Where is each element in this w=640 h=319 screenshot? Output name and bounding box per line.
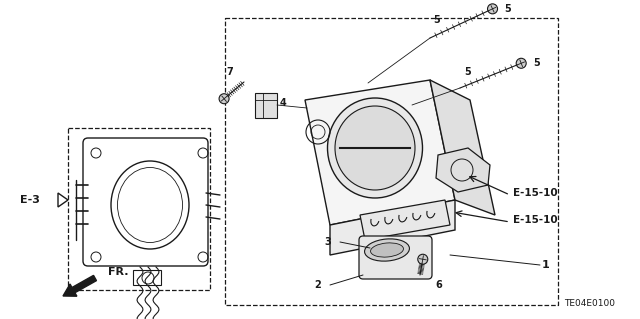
Ellipse shape (365, 239, 410, 261)
Text: 6: 6 (435, 280, 442, 290)
Circle shape (418, 254, 428, 264)
Ellipse shape (328, 98, 422, 198)
Text: E-15-10: E-15-10 (513, 188, 557, 198)
Text: 2: 2 (315, 280, 321, 290)
Circle shape (219, 94, 229, 104)
Polygon shape (430, 80, 495, 215)
Text: 3: 3 (324, 237, 332, 247)
Circle shape (516, 58, 526, 68)
Polygon shape (360, 200, 450, 240)
Text: FR.: FR. (108, 267, 129, 277)
Text: E-15-10: E-15-10 (513, 215, 557, 225)
Text: E-3: E-3 (20, 195, 40, 205)
Polygon shape (305, 80, 455, 225)
Bar (255, 93, 277, 118)
FancyBboxPatch shape (359, 236, 432, 279)
Text: 1: 1 (542, 260, 550, 270)
Text: 4: 4 (280, 98, 287, 108)
Ellipse shape (335, 106, 415, 190)
Polygon shape (330, 200, 455, 255)
Bar (133, 270, 161, 285)
Polygon shape (436, 148, 490, 192)
Text: 5: 5 (465, 67, 472, 77)
FancyArrow shape (63, 275, 97, 296)
Text: 5: 5 (504, 4, 511, 14)
Text: TE04E0100: TE04E0100 (564, 299, 615, 308)
Text: 5: 5 (434, 15, 440, 25)
Ellipse shape (371, 243, 403, 257)
Text: 5: 5 (533, 58, 540, 68)
Text: 7: 7 (227, 67, 234, 77)
Circle shape (488, 4, 497, 14)
